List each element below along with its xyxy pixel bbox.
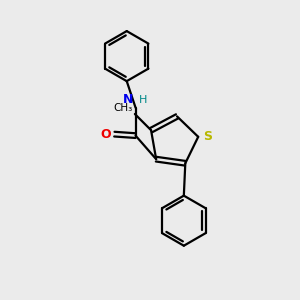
Text: CH₃: CH₃ bbox=[113, 103, 133, 113]
Text: O: O bbox=[101, 128, 111, 141]
Text: N: N bbox=[123, 93, 133, 106]
Text: H: H bbox=[139, 95, 148, 105]
Text: S: S bbox=[203, 130, 212, 143]
